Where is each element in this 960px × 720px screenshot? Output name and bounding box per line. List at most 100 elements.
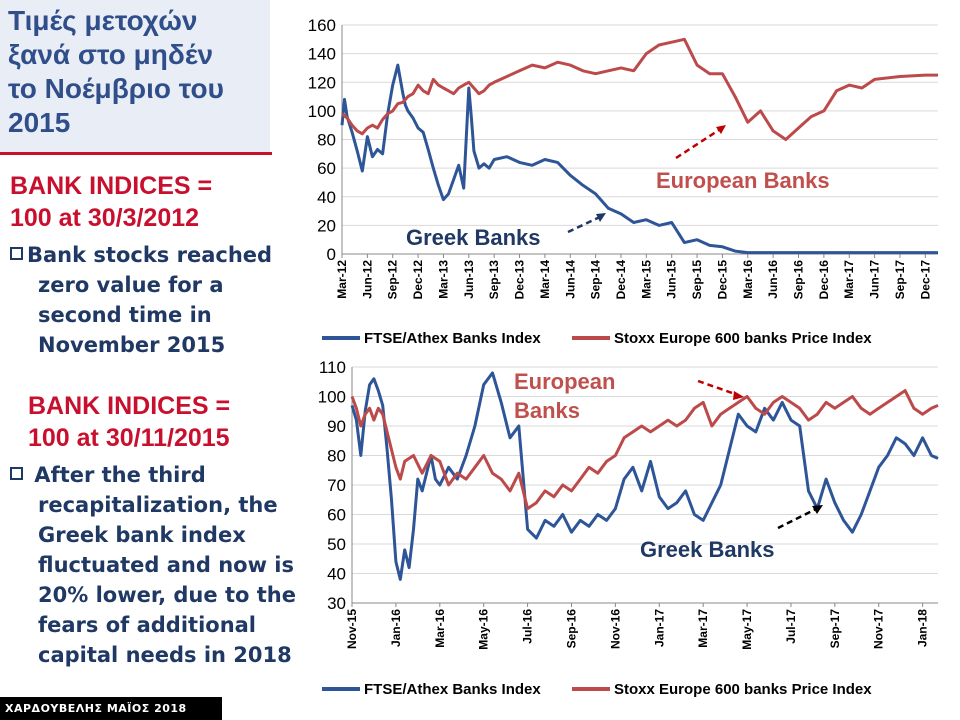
bottom-legend-label-greek: FTSE/Athex Banks Index [364,681,541,698]
top-arrow-european [675,126,723,160]
top-xtick-label: Jun-15 [665,260,679,299]
bullet-2: After the third recapitalization, the Gr… [10,460,296,670]
bullet-text: zero value for a [38,273,224,297]
index-base-2: BANK INDICES = 100 at 30/11/2015 [28,390,230,454]
top-xtick-label: Dec-13 [513,260,527,300]
top-ytick-label: 100 [308,102,336,121]
top-xtick-label: Mar-13 [436,260,450,299]
top-xtick-label: Sep-16 [792,260,806,300]
top-xtick-label: Sep-14 [589,260,603,300]
bottom-arrow-european [697,379,739,397]
top-series-greek-banks [340,63,938,255]
bottom-xtick-label: Jan-18 [916,609,930,647]
top-annotation-european: European Banks [656,168,830,193]
footer-credit: ΧΑΡΔΟΥΒΕΛΗΣ ΜΑΪΟΣ 2018 [0,697,222,720]
top-ytick-label: 80 [317,131,336,150]
top-xtick-label: Dec-14 [614,260,628,300]
top-xtick-label: Mar-12 [335,260,349,299]
top-xtick-label: Sep-15 [690,260,704,300]
top-series-european-banks [341,37,938,141]
top-xtick-label: Mar-16 [741,260,755,299]
top-xtick-label: Sep-12 [386,260,400,300]
index-base-line: BANK INDICES = [10,172,213,200]
bottom-xtick-label: Jul-16 [521,609,535,644]
bottom-xtick-label: Jul-17 [784,609,798,644]
top-ytick-label: 40 [317,188,336,207]
bottom-ytick-label: 80 [327,447,346,466]
top-xtick-label: Mar-14 [538,260,552,299]
bottom-xtick-label: Mar-17 [696,609,710,648]
bottom-xtick-label: Mar-16 [433,609,447,648]
bottom-xtick-label: Sep-16 [564,609,578,649]
top-legend-label-greek: FTSE/Athex Banks Index [364,330,541,347]
bullet-text: second time in [38,303,212,327]
bottom-xtick-label: Sep-17 [828,609,842,649]
title-box: Τιμές μετοχών ξανά στο μηδέν το Νοέμβριο… [0,0,270,152]
bottom-arrow-greek [777,506,819,530]
top-arrowhead-european [716,125,726,134]
checkbox-bullet-icon [10,467,23,480]
top-xtick-label: Dec-15 [715,260,729,300]
top-xtick-label: Jun-16 [766,260,780,299]
bottom-arrowhead-greek [812,505,823,514]
bottom-series-greek-banks [350,371,939,581]
bottom-annotation-european-line2: Banks [514,398,580,423]
top-xtick-label: Mar-15 [639,260,653,299]
bottom-xtick-label: Nov-17 [872,609,886,649]
top-xtick-label: Jun-14 [563,260,577,299]
bottom-ytick-label: 100 [318,388,346,407]
index-base-line: 100 at 30/11/2015 [28,424,230,452]
top-xtick-label: Sep-17 [893,260,907,300]
top-legend-label-european: Stoxx Europe 600 banks Price Index [614,330,872,347]
top-ytick-label: 20 [317,216,336,235]
bullet-text: Greek bank index [38,523,246,547]
title-line: 2015 [8,107,71,138]
bottom-legend-label-european: Stoxx Europe 600 banks Price Index [614,681,872,698]
bullet-text: recapitalization, the [38,493,278,517]
top-annotation-greek: Greek Banks [406,225,541,250]
index-base-1: BANK INDICES = 100 at 30/3/2012 [10,170,212,234]
bottom-annotation-european-line1: European [514,369,615,394]
bullet-text: After the third [27,463,206,487]
title-line: το Νοέμβριο του [8,73,224,104]
bottom-ytick-label: 90 [327,417,346,436]
bullet-1: Bank stocks reached zero value for a sec… [10,240,272,360]
bottom-xtick-label: May-17 [740,609,754,650]
bullet-text: capital needs in 2018 [38,643,292,667]
top-xtick-label: Mar-17 [842,260,856,299]
title-divider [0,152,272,155]
index-base-line: BANK INDICES = [28,392,231,420]
bottom-xtick-label: Nov-16 [608,609,622,649]
bottom-xtick-label: Jan-16 [389,609,403,647]
bullet-text: Bank stocks reached [27,243,273,267]
bottom-ytick-label: 50 [327,535,346,554]
top-ytick-label: 140 [308,45,336,64]
bottom-ytick-label: 110 [319,358,346,377]
top-xtick-label: Dec-16 [817,260,831,300]
checkbox-bullet-icon [10,247,23,260]
top-xtick-label: Dec-17 [918,260,932,300]
title-line: Τιμές μετοχών [8,5,198,36]
index-base-line: 100 at 30/3/2012 [10,204,200,232]
top-xtick-label: Jun-12 [360,260,374,299]
bottom-ytick-label: 40 [327,565,346,584]
top-xtick-label: Jun-13 [462,260,476,299]
top-xtick-label: Dec-12 [411,260,425,300]
bottom-ytick-label: 30 [327,594,346,613]
bullet-text: 20% lower, due to the [38,583,296,607]
top-xtick-label: Sep-13 [487,260,501,300]
bottom-ytick-label: 60 [327,506,346,525]
bottom-ytick-label: 70 [327,476,346,495]
top-arrowhead-greek [596,213,606,222]
bottom-arrowhead-european [733,391,744,400]
bottom-xtick-label: May-16 [477,609,491,650]
bottom-annotation-greek: Greek Banks [640,537,775,562]
top-ytick-label: 60 [317,159,336,178]
top-arrow-greek [567,214,603,234]
top-ytick-label: 160 [308,16,336,35]
bullet-text: fears of additional [38,613,257,637]
bottom-series-european-banks [350,389,939,511]
top-ytick-label: 0 [327,245,336,264]
bullet-text: November 2015 [38,333,226,357]
bullet-text: fluctuated and now is [38,553,294,577]
